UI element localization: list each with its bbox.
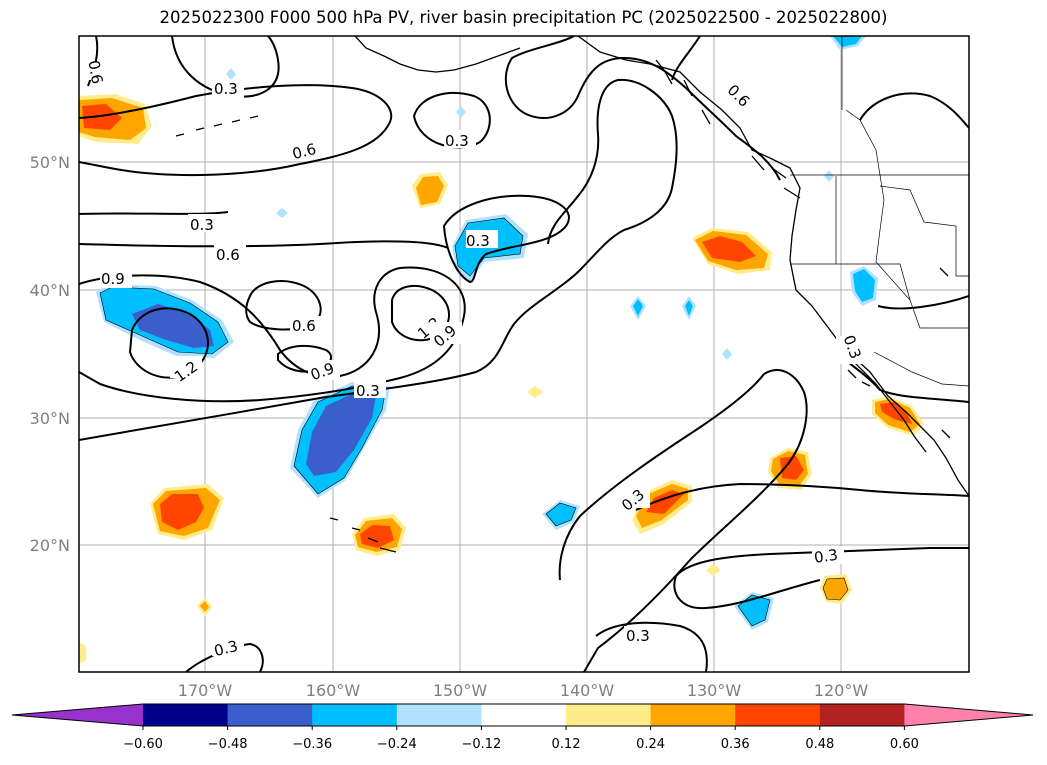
colorbar-tick-label: 0.12 bbox=[552, 737, 581, 752]
map-title: 2025022300 F000 500 hPa PV, river basin … bbox=[159, 8, 888, 27]
colorbar-segment bbox=[735, 704, 821, 726]
precip-blob-baja bbox=[872, 396, 924, 436]
lat-label: 30°N bbox=[30, 409, 70, 428]
contour-label: 0.3 bbox=[356, 382, 380, 400]
coastlines bbox=[175, 36, 969, 553]
colorbar-tick-label: 0.24 bbox=[636, 737, 665, 752]
colorbar-tick-label: 0.60 bbox=[890, 737, 919, 752]
contour-1.2-right bbox=[391, 284, 450, 342]
contour-label: 0.3 bbox=[626, 627, 650, 645]
colorbar-segment bbox=[396, 704, 482, 726]
colorbar-tick-label: −0.24 bbox=[377, 737, 417, 752]
lat-label: 20°N bbox=[30, 536, 70, 555]
colorbar-segment bbox=[819, 704, 905, 726]
lon-label: 170°W bbox=[178, 681, 233, 700]
precip-blob-small-se bbox=[820, 574, 852, 604]
precip-blob-hawaii bbox=[352, 514, 406, 556]
political-borders bbox=[790, 36, 969, 387]
contour-0.3-east-b bbox=[877, 295, 969, 310]
lon-label: 140°W bbox=[560, 681, 615, 700]
contour-0.6-ring bbox=[87, 36, 99, 87]
precip-outlines bbox=[99, 217, 849, 627]
contour-0.3-sw-long bbox=[558, 369, 808, 672]
colorbar-tick-label: 0.36 bbox=[721, 737, 750, 752]
colorbar-tick-label: 0.48 bbox=[805, 737, 834, 752]
colorbar-tick-label: −0.60 bbox=[123, 737, 163, 752]
contour-label: 0.3 bbox=[214, 80, 238, 98]
contour-label: 0.9 bbox=[101, 270, 125, 288]
precip-blob-california bbox=[692, 228, 772, 274]
contour-0.9-outer bbox=[79, 266, 466, 403]
contour-0.6-west bbox=[79, 240, 449, 249]
contour-0.3-s2 bbox=[675, 547, 969, 577]
contour-labels: 0.6 0.3 0.6 0.3 0.6 0.3 0.6 0.3 0.9 0.6 … bbox=[84, 59, 864, 660]
contour-0.3-bottom bbox=[185, 642, 264, 672]
contour-label: 0.3 bbox=[190, 216, 214, 234]
contour-1.2-left bbox=[128, 307, 209, 379]
colorbar: −0.60 −0.48 −0.36 −0.24 −0.12 0.12 0.24 0.36 0.4… bbox=[11, 703, 1034, 752]
colorbar-segment bbox=[143, 704, 229, 726]
colorbar-extend-max bbox=[904, 704, 1033, 726]
colorbar-tick-label: −0.36 bbox=[292, 737, 332, 752]
contour-0.3-north-b bbox=[412, 91, 491, 149]
latitude-labels: 50°N 40°N 30°N 20°N bbox=[30, 153, 70, 555]
precip-blob-tiny bbox=[79, 386, 721, 664]
contour-label: 0.3 bbox=[813, 546, 839, 567]
contour-0.3-ne bbox=[671, 36, 969, 129]
contour-0.6-ne bbox=[504, 36, 781, 181]
map-frame bbox=[78, 35, 970, 673]
contour-0.3-s1 bbox=[635, 482, 969, 511]
contour-label: 0.6 bbox=[290, 140, 318, 163]
contour-0.3-lowleft bbox=[595, 621, 708, 672]
map-panel: 0.6 0.3 0.6 0.3 0.6 0.3 0.6 0.3 0.9 0.6 … bbox=[79, 36, 969, 672]
precip-blob-sw bbox=[150, 484, 224, 540]
contour-0.3-west bbox=[79, 211, 229, 215]
lon-label: 120°W bbox=[814, 681, 869, 700]
contour-label: 0.6 bbox=[292, 317, 316, 335]
colorbar-segment bbox=[650, 704, 736, 726]
contour-0.3-north-a bbox=[171, 36, 280, 98]
precip-blob-gulf bbox=[412, 172, 448, 208]
colorbar-tick-label: −0.12 bbox=[461, 737, 501, 752]
longitude-labels: 170°W 160°W 150°W 140°W 130°W 120°W bbox=[178, 681, 869, 700]
contour-0.3-s3 bbox=[673, 575, 821, 610]
lon-label: 160°W bbox=[306, 681, 361, 700]
contour-label: 0.3 bbox=[212, 637, 240, 660]
contour-label: 0.6 bbox=[84, 59, 106, 86]
precip-positive-areas bbox=[79, 94, 924, 664]
contour-0.3-gulf bbox=[442, 194, 570, 284]
colorbar-extend-min bbox=[12, 704, 143, 726]
lat-label: 40°N bbox=[30, 281, 70, 300]
colorbar-tick-label: −0.48 bbox=[208, 737, 248, 752]
colorbar-segment bbox=[227, 704, 313, 726]
precip-blob-east bbox=[768, 448, 812, 490]
precip-blob-center-neg bbox=[290, 382, 390, 498]
contour-label: 0.3 bbox=[445, 132, 469, 150]
colorbar-segment bbox=[481, 704, 567, 726]
contour-0.6-north bbox=[79, 84, 393, 177]
colorbar-segment bbox=[312, 704, 398, 726]
lat-label: 50°N bbox=[30, 153, 70, 172]
colorbar-segment bbox=[566, 704, 652, 726]
precip-blob-nw bbox=[79, 94, 152, 144]
lon-label: 130°W bbox=[687, 681, 742, 700]
precip-blob-west-neg bbox=[96, 284, 234, 358]
contour-label: 0.6 bbox=[216, 246, 240, 264]
lon-label: 150°W bbox=[433, 681, 488, 700]
contour-label: 0.3 bbox=[466, 232, 490, 250]
contour-0.3-east-a bbox=[837, 353, 969, 403]
